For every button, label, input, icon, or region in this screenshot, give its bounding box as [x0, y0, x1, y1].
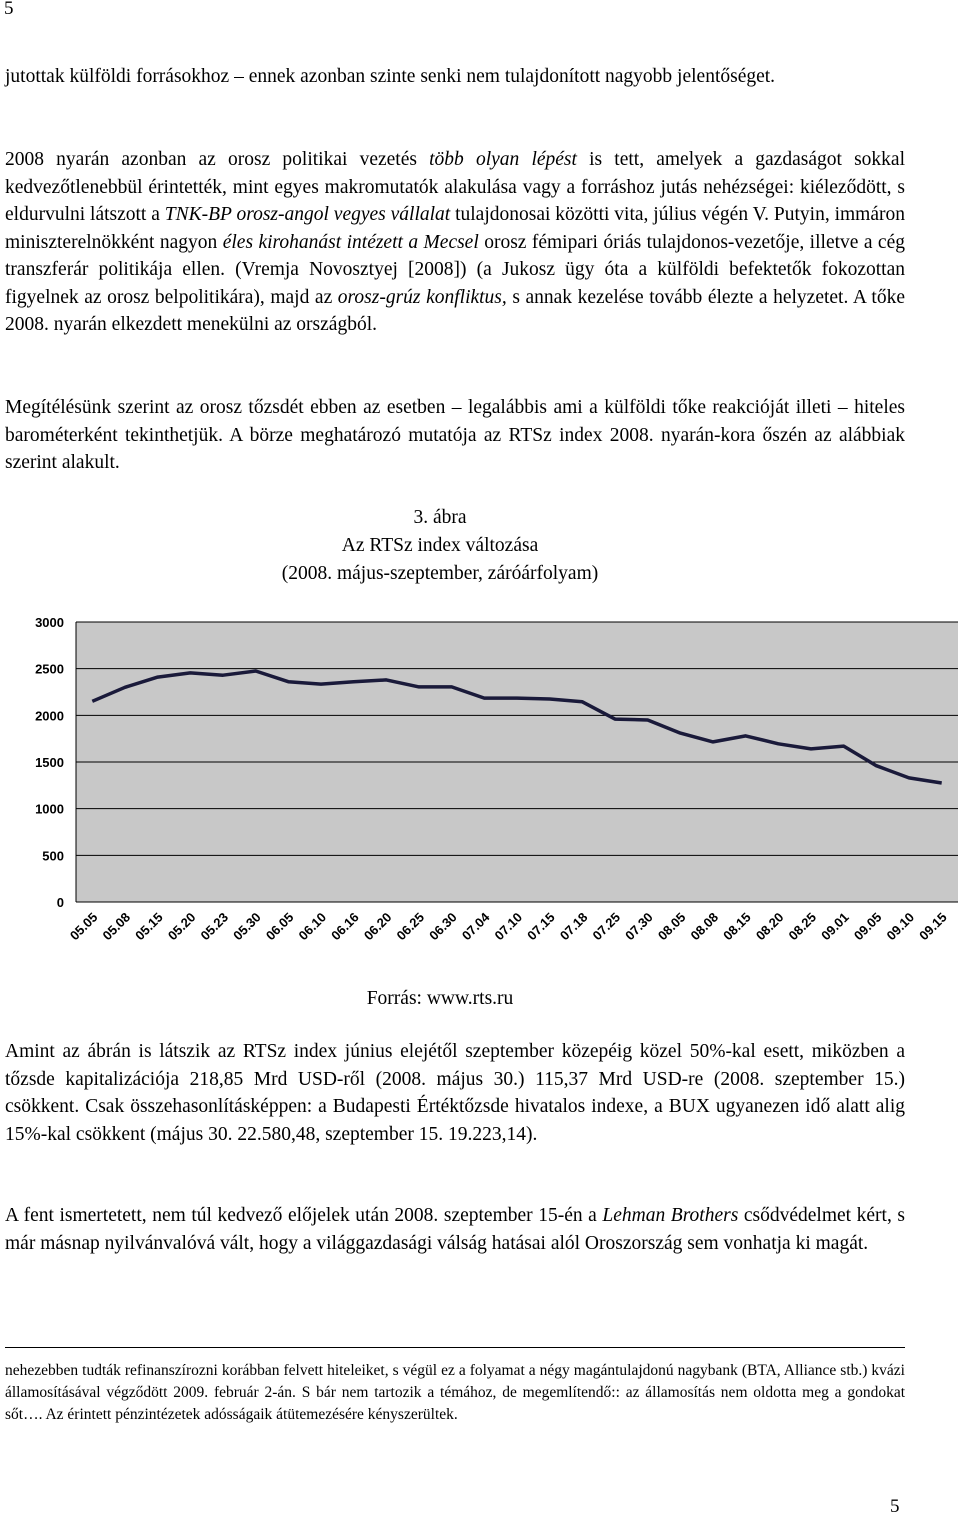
paragraph: 2008 nyarán azonban az orosz politikai v… [5, 146, 905, 339]
paragraph: A fent ismertetett, nem túl kedvező előj… [5, 1202, 905, 1257]
italic-text: Lehman Brothers [602, 1205, 739, 1226]
x-tick-label: 05.20 [165, 910, 199, 944]
x-tick-label: 06.30 [426, 910, 460, 944]
x-tick-label: 08.05 [655, 910, 689, 944]
paragraph: Megítélésünk szerint az orosz tőzsdét eb… [5, 394, 905, 477]
x-tick-label: 07.30 [622, 910, 656, 944]
x-tick-label: 06.05 [263, 910, 297, 944]
x-tick-label: 09.15 [916, 910, 950, 944]
italic-text: éles kirohanást intézett a Mecsel [222, 231, 479, 253]
figure-number: 3. ábra [413, 507, 467, 528]
paragraph: jutottak külföldi forrásokhoz – ennek az… [5, 63, 905, 91]
paragraph: Amint az ábrán is látszik az RTSz index … [5, 1038, 905, 1148]
text-run: A fent ismertetett, nem túl kedvező előj… [5, 1205, 603, 1226]
x-tick-label: 07.18 [557, 910, 591, 944]
x-tick-label: 09.10 [884, 910, 918, 944]
x-tick-label: 08.08 [688, 910, 722, 944]
footnote-rule [5, 1347, 905, 1348]
y-tick-label: 2500 [35, 662, 64, 677]
x-tick-label: 09.05 [851, 910, 885, 944]
x-tick-label: 05.23 [198, 910, 232, 944]
text-run: Megítélésünk szerint az orosz tőzsdét eb… [5, 397, 905, 473]
x-tick-label: 08.25 [786, 910, 820, 944]
italic-text: orosz-grúz konfliktus, [337, 286, 507, 308]
x-tick-label: 07.10 [492, 910, 526, 944]
text-run: jutottak külföldi forrásokhoz – ennek az… [5, 66, 776, 87]
y-tick-label: 2000 [35, 708, 64, 723]
x-tick-label: 07.25 [590, 910, 624, 944]
y-tick-label: 500 [42, 848, 64, 863]
figure-source: Forrás: www.rts.ru [366, 988, 514, 1009]
text-run: 2008 nyarán azonban az orosz politikai v… [5, 149, 430, 170]
text-run: s annak kezelése tovább élezte a helyzet… [5, 286, 905, 336]
x-tick-label: 05.15 [132, 910, 166, 944]
x-tick-label: 06.25 [394, 910, 428, 944]
text-run: is tett, amelyek a gazdaságot sokkal ked… [5, 149, 905, 225]
footnote: nehezebben tudták refinanszírozni korább… [5, 1362, 905, 1423]
y-tick-label: 1500 [35, 755, 64, 770]
x-tick-label: 06.10 [296, 910, 330, 944]
x-tick-label: 07.04 [459, 909, 493, 943]
text-run: orosz fémipari óriás tulajdonos-vezetője… [5, 231, 905, 308]
x-tick-label: 05.30 [230, 910, 264, 944]
x-tick-label: 07.15 [524, 910, 558, 944]
figure-subcaption: (2008. május-szeptember, záróárfolyam) [281, 563, 599, 584]
line-series [91, 669, 942, 785]
x-tick-label: 05.05 [67, 910, 101, 944]
x-tick-label: 06.16 [328, 910, 362, 944]
figure-caption: Az RTSz index változása [341, 535, 539, 556]
text-run: tulajdonosai közötti vita, július végén … [5, 204, 905, 253]
y-tick-label: 0 [57, 895, 64, 910]
x-tick-label: 05.08 [100, 910, 134, 944]
x-tick-label: 09.01 [818, 910, 852, 944]
page-number: 5 [890, 1496, 900, 1517]
text-run: Amint az ábrán is látszik az RTSz index … [5, 1041, 905, 1145]
page-number: 5 [4, 0, 14, 19]
text-run: csődvédelmet kért, s már másnap nyilvánv… [5, 1205, 905, 1254]
x-tick-label: 06.20 [361, 910, 395, 944]
y-tick-label: 1000 [35, 802, 64, 817]
y-tick-label: 3000 [35, 615, 64, 630]
x-tick-label: 08.15 [720, 910, 754, 944]
x-tick-label: 08.20 [753, 910, 787, 944]
italic-text: TNK-BP orosz-angol vegyes vállalat [164, 204, 451, 225]
italic-text: több olyan lépést [429, 149, 577, 170]
